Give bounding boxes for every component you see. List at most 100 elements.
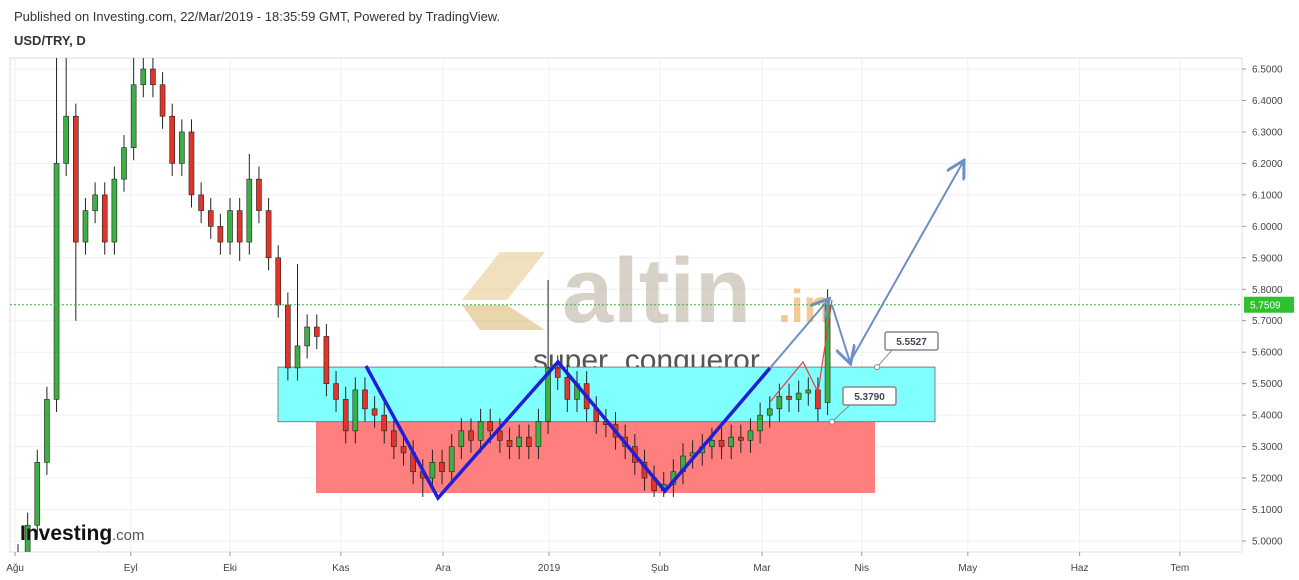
candle-body <box>159 84 166 117</box>
candle-body <box>24 524 31 552</box>
callout-pointer <box>876 348 894 368</box>
callout-anchor <box>829 418 835 425</box>
candle-body <box>352 389 359 432</box>
x-tick-label: 2019 <box>538 563 561 574</box>
y-tick-label: 5.2000 <box>1252 474 1283 485</box>
y-tick-label: 5.9000 <box>1252 253 1283 264</box>
candle-body <box>747 430 754 441</box>
candle-body <box>246 178 253 243</box>
candle-body <box>207 210 214 227</box>
candle-body <box>766 408 773 416</box>
y-tick-label: 6.0000 <box>1252 222 1283 233</box>
y-tick-label: 5.4000 <box>1252 411 1283 422</box>
x-tick-label: Ağu <box>6 563 24 574</box>
candle-body <box>545 367 551 422</box>
candle-body <box>63 115 69 164</box>
candle-body <box>342 399 349 432</box>
candle-body <box>564 377 571 400</box>
candle-body <box>391 430 397 447</box>
x-tick-label: Eyl <box>124 563 138 574</box>
candle-body <box>448 446 455 473</box>
arrow <box>769 300 828 369</box>
candle-body <box>227 210 233 243</box>
candle-body <box>805 389 812 394</box>
y-tick-label: 6.3000 <box>1252 127 1283 138</box>
candle-body <box>497 430 503 441</box>
candle-body <box>477 421 484 441</box>
candle-body <box>198 194 204 211</box>
callout-box <box>842 386 897 406</box>
x-tick-label: Kas <box>332 563 349 574</box>
candle-body <box>381 414 388 432</box>
candle-body <box>323 336 330 384</box>
candle-body <box>429 462 436 479</box>
callout-anchor <box>874 364 880 371</box>
candle-body <box>718 439 725 447</box>
candle-body <box>400 446 407 454</box>
callout-label: 5.3790 <box>854 392 885 403</box>
candle-body <box>516 436 522 447</box>
candle-body <box>265 210 272 259</box>
candle-body <box>786 395 792 400</box>
candle-body <box>150 68 156 86</box>
candle-body <box>506 439 513 447</box>
x-tick-label: Şub <box>651 563 669 574</box>
y-tick-label: 6.1000 <box>1252 190 1283 201</box>
callout-box <box>884 331 939 351</box>
candle-body <box>34 462 41 526</box>
logo-brand: Investing <box>20 522 112 545</box>
watermark-name: altin <box>562 240 751 342</box>
candle-body <box>554 367 561 378</box>
candle-body <box>738 436 744 441</box>
x-tick-label: Haz <box>1071 563 1089 574</box>
candle-body <box>179 131 185 164</box>
candle-body <box>757 414 763 432</box>
candle-body <box>73 115 79 243</box>
candle-body <box>53 163 60 400</box>
x-tick-label: Ara <box>435 563 451 574</box>
last-price-label: 5.7509 <box>1250 301 1281 312</box>
watermark-logo <box>462 252 545 300</box>
candle-body <box>362 389 368 410</box>
last-price-box <box>1244 296 1294 313</box>
candle-body <box>294 345 301 369</box>
candle-body <box>728 436 734 447</box>
candle-body <box>111 178 118 243</box>
published-note: Published on Investing.com, 22/Mar/2019 … <box>14 9 500 24</box>
candle-body <box>82 210 89 243</box>
x-tick-label: May <box>958 563 977 574</box>
logo-suffix: .com <box>112 527 145 544</box>
candle-body <box>776 395 783 410</box>
y-tick-label: 5.0000 <box>1252 536 1283 547</box>
candle-body <box>236 210 243 243</box>
candle-body <box>487 421 494 432</box>
support-zone-lower <box>316 421 875 493</box>
callout-pointer <box>831 403 852 423</box>
candle-body <box>140 68 147 86</box>
y-tick-label: 5.5000 <box>1252 379 1283 390</box>
candle-body <box>256 178 262 211</box>
x-tick-label: Eki <box>223 563 237 574</box>
x-tick-label: Mar <box>753 563 771 574</box>
candle-body <box>44 399 50 463</box>
candle-body <box>121 147 127 180</box>
y-tick-label: 5.8000 <box>1252 285 1283 296</box>
candle-body <box>535 421 542 447</box>
y-tick-label: 6.5000 <box>1252 65 1283 76</box>
y-tick-label: 5.1000 <box>1252 505 1283 516</box>
watermark: altin .in <box>462 240 832 342</box>
arrow <box>849 162 963 363</box>
candle-body <box>333 383 339 400</box>
arrow <box>831 304 850 362</box>
watermark-logo <box>462 305 545 330</box>
y-tick-label: 5.3000 <box>1252 442 1283 453</box>
candle-body <box>304 326 310 347</box>
candle-body <box>371 408 378 416</box>
candle-body <box>217 226 224 243</box>
y-tick-label: 6.4000 <box>1252 96 1283 107</box>
candle-body <box>92 194 98 211</box>
candle-body <box>285 304 291 369</box>
candle-body <box>458 430 465 447</box>
callout-label: 5.5527 <box>896 337 927 348</box>
